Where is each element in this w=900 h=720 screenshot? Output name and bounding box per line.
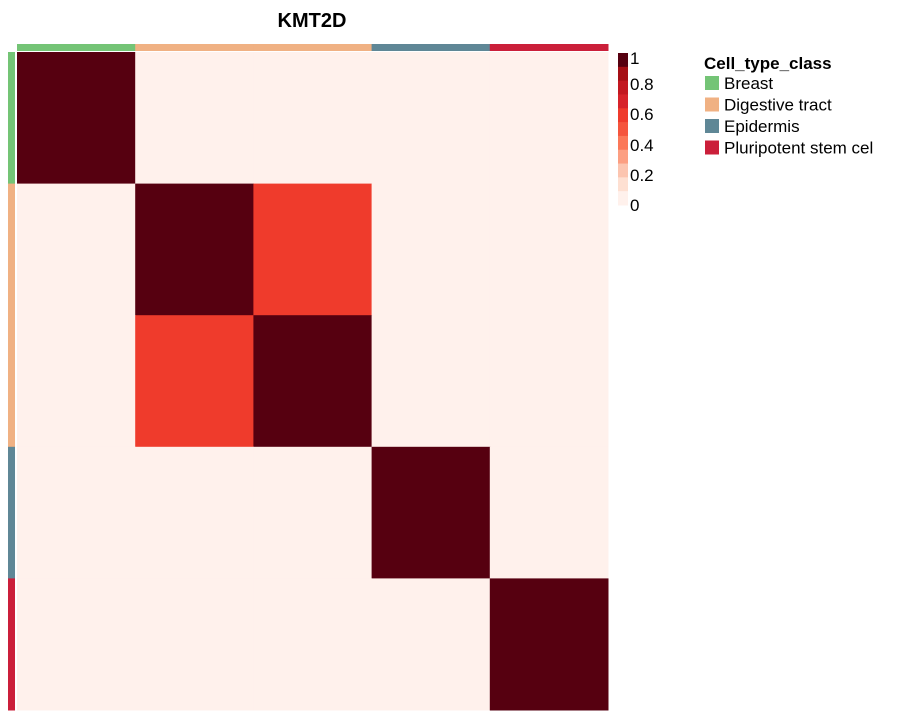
legend-swatch: [705, 140, 719, 155]
heatmap-cell: [489, 446, 609, 579]
color-scale-tick-label: 0: [630, 196, 639, 215]
left-annotation-segment: [8, 446, 15, 579]
heatmap-cells: [17, 52, 609, 711]
color-scale-step: [618, 108, 628, 123]
left-annotation-segment: [8, 183, 15, 316]
color-scale-step: [618, 53, 628, 68]
heatmap-cell: [489, 52, 609, 185]
legend-label: Digestive tract: [724, 96, 832, 115]
heatmap-cell: [371, 578, 491, 711]
heatmap-cell: [371, 183, 491, 316]
color-scale-step: [618, 94, 628, 109]
heatmap-cell: [489, 183, 609, 316]
legend-title: Cell_type_class: [704, 54, 832, 73]
left-annotation-segment: [8, 578, 15, 711]
left-annotation-segment: [8, 52, 15, 185]
heatmap-cell: [371, 52, 491, 185]
top-annotation-segment: [253, 44, 373, 51]
cell-type-legend: Cell_type_class Breast Digestive tract Epi…: [704, 54, 873, 158]
color-scale-tick-label: 0.6: [630, 105, 654, 124]
legend-swatch: [705, 97, 719, 112]
heatmap-cell: [253, 315, 373, 448]
heatmap-cell: [489, 315, 609, 448]
heatmap-cell: [135, 315, 254, 448]
color-scale-step: [618, 122, 628, 137]
heatmap-cell: [253, 446, 373, 579]
color-scale-legend: 0 0.2 0.4 0.6 0.8 1: [618, 49, 654, 215]
heatmap-cell: [17, 446, 136, 579]
color-scale-tick-label: 0.4: [630, 136, 654, 155]
color-scale-tick-label: 0.2: [630, 166, 654, 185]
heatmap-cell: [371, 446, 491, 579]
heatmap-cell: [135, 183, 254, 316]
heatmap-cell: [253, 183, 373, 316]
heatmap-cell: [17, 578, 136, 711]
top-annotation-segment: [135, 44, 254, 51]
heatmap-cell: [135, 578, 254, 711]
heatmap-cell: [17, 183, 136, 316]
legend-label: Breast: [724, 74, 773, 93]
heatmap-cell: [17, 52, 136, 185]
color-scale-tick-label: 1: [630, 49, 639, 68]
top-annotation-segment: [489, 44, 609, 51]
top-annotation-segment: [371, 44, 491, 51]
color-scale-step: [618, 80, 628, 95]
color-scale-step: [618, 177, 628, 192]
chart-title: KMT2D: [278, 10, 347, 32]
legend-label: Pluripotent stem cel: [724, 139, 873, 158]
color-scale-step: [618, 149, 628, 165]
left-annotation-bar: [8, 52, 15, 711]
legend-swatch: [705, 119, 719, 133]
color-scale-step: [618, 66, 628, 82]
legend-label: Epidermis: [724, 117, 800, 136]
heatmap-cell: [371, 315, 491, 448]
left-annotation-segment: [8, 315, 15, 448]
heatmap-cell: [135, 446, 254, 579]
top-annotation-bar: [17, 44, 609, 51]
top-annotation-segment: [17, 44, 136, 51]
color-scale-step: [618, 191, 628, 206]
heatmap-cell: [253, 52, 373, 185]
heatmap-cell: [17, 315, 136, 448]
color-scale-tick-label: 0.8: [630, 75, 654, 94]
color-scale-step: [618, 135, 628, 151]
legend-swatch: [705, 76, 719, 90]
heatmap-cell: [489, 578, 609, 711]
heatmap-cell: [135, 52, 254, 185]
color-scale-step: [618, 163, 628, 178]
heatmap-cell: [253, 578, 373, 711]
